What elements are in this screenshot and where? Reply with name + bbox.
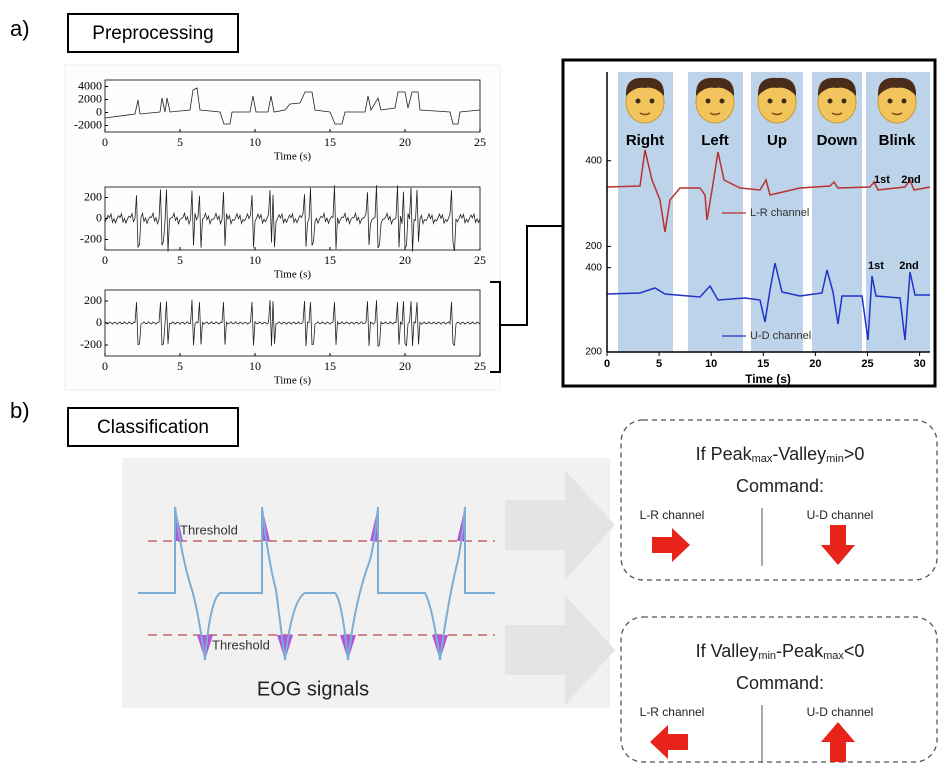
x-tick-label: 30: [913, 358, 925, 370]
condition-part: If Peak: [696, 444, 753, 464]
eye: [636, 99, 641, 104]
condition-part: min: [826, 453, 844, 465]
x-tick-label: 10: [249, 253, 261, 267]
channel-label: L-R channel: [640, 705, 705, 719]
x-tick-label: 5: [177, 359, 183, 373]
x-axis-label: Time (s): [274, 269, 312, 281]
condition-part: max: [823, 650, 844, 662]
x-tick-label: 20: [399, 359, 411, 373]
x-tick-label: 20: [399, 253, 411, 267]
command-label: Command:: [736, 476, 824, 496]
x-tick-label: 25: [861, 358, 873, 370]
y-tick-label: -2000: [74, 117, 102, 131]
x-axis-label: Time (s): [274, 151, 312, 163]
eye: [768, 99, 773, 104]
condition-part: max: [752, 453, 773, 465]
annotation: 1st: [874, 174, 890, 186]
channel-label: U-D channel: [807, 508, 874, 522]
condition-part: If Valley: [696, 641, 759, 661]
y-tick-label: -200: [80, 337, 102, 351]
condition-part: -Valley: [772, 444, 826, 464]
eye: [706, 99, 711, 104]
x-tick-label: 25: [474, 253, 486, 267]
x-tick-label: 10: [249, 135, 261, 149]
x-tick-label: 20: [809, 358, 821, 370]
x-tick-label: 15: [324, 135, 336, 149]
gesture-label: Left: [701, 132, 729, 149]
connector: [490, 226, 563, 372]
y-tick-label: -200: [80, 231, 102, 245]
figure: a) Preprocessing 0510152025400020000-200…: [0, 0, 944, 764]
channel-label: L-R channel: [640, 508, 705, 522]
y-tick-label: 0: [96, 104, 102, 118]
annotation: 2nd: [901, 174, 921, 186]
gesture-label: Up: [767, 132, 787, 149]
gesture-label: Down: [817, 132, 858, 149]
x-tick-label: 10: [705, 358, 717, 370]
x-tick-label: 5: [177, 253, 183, 267]
panel-title: Classification: [97, 417, 209, 438]
x-tick-label: 5: [656, 358, 662, 370]
eye: [650, 99, 655, 104]
x-tick-label: 15: [757, 358, 769, 370]
panel-label: b): [10, 398, 30, 423]
command-label: Command:: [736, 673, 824, 693]
x-tick-label: 20: [399, 135, 411, 149]
eye: [902, 99, 907, 104]
threshold-label: Threshold: [180, 522, 238, 537]
x-tick-label: 15: [324, 253, 336, 267]
eye: [888, 99, 893, 104]
x-tick-label: 10: [249, 359, 261, 373]
annotation: 1st: [868, 260, 884, 272]
panel-label: a): [10, 16, 30, 41]
threshold-label: Threshold: [212, 637, 270, 652]
y-tick-label: 2000: [78, 91, 102, 105]
y-tick-label: 200: [585, 347, 602, 358]
eye: [842, 99, 847, 104]
y-tick-label: 200: [84, 189, 102, 203]
x-tick-label: 15: [324, 359, 336, 373]
plot-background: [65, 65, 500, 390]
x-tick-label: 0: [604, 358, 610, 370]
x-tick-label: 0: [102, 253, 108, 267]
condition-part: >0: [844, 444, 865, 464]
y-tick-label: 200: [585, 241, 602, 252]
x-axis-label: Time (s): [745, 372, 791, 386]
y-tick-label: 0: [96, 210, 102, 224]
eye: [720, 99, 725, 104]
condition-part: <0: [844, 641, 865, 661]
legend-label: L-R channel: [750, 207, 809, 219]
signal-label: EOG signals: [257, 678, 369, 700]
y-tick-label: 400: [585, 262, 602, 273]
y-tick-label: 4000: [78, 78, 102, 92]
x-tick-label: 25: [474, 135, 486, 149]
channel-label: U-D channel: [807, 705, 874, 719]
y-tick-label: 0: [96, 315, 102, 329]
x-tick-label: 0: [102, 359, 108, 373]
y-tick-label: 400: [585, 155, 602, 166]
eye: [782, 99, 787, 104]
x-tick-label: 0: [102, 135, 108, 149]
eye: [828, 99, 833, 104]
panel-title: Preprocessing: [92, 23, 213, 44]
y-tick-label: 200: [84, 293, 102, 307]
legend-label: U-D channel: [750, 330, 811, 342]
gesture-label: Blink: [879, 132, 916, 149]
condition-part: min: [758, 650, 776, 662]
x-axis-label: Time (s): [274, 375, 312, 387]
condition-part: -Peak: [776, 641, 824, 661]
annotation: 2nd: [899, 260, 919, 272]
x-tick-label: 25: [474, 359, 486, 373]
x-tick-label: 5: [177, 135, 183, 149]
gesture-label: Right: [626, 132, 664, 149]
